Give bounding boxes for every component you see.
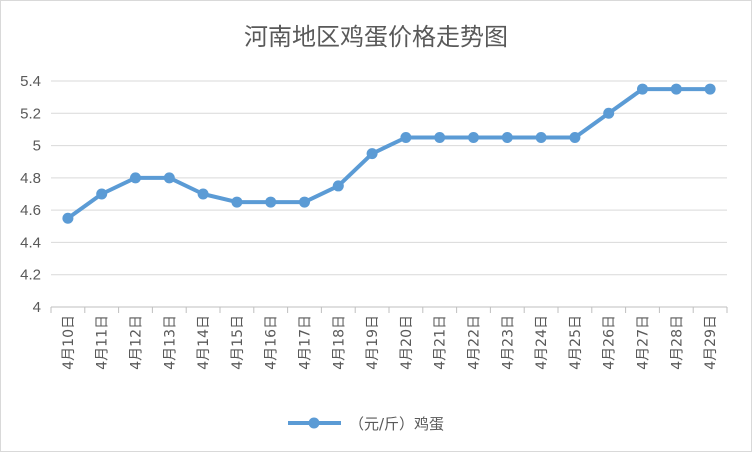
y-axis-ticks: 4 4.2 4.4 4.6 4.8 5 5.2 5.4 (20, 73, 41, 316)
series-layer (62, 83, 716, 224)
x-tick-label: 4月26日 (602, 315, 618, 370)
x-tick-label: 4月19日 (365, 315, 381, 370)
y-tick-label: 4 (33, 299, 41, 316)
x-tick-label: 4月20日 (399, 315, 415, 370)
data-point (265, 196, 277, 208)
x-tick-label: 4月12日 (129, 315, 145, 370)
legend-label: （元/斤）鸡蛋 (349, 415, 444, 433)
y-tick-label: 4.8 (20, 170, 41, 187)
x-tick-label: 4月28日 (669, 315, 685, 370)
y-tick-label: 4.2 (20, 267, 41, 284)
x-tick-label: 4月15日 (230, 315, 246, 370)
x-tick-label: 4月17日 (298, 315, 314, 370)
data-point (197, 188, 209, 200)
data-point (62, 212, 74, 224)
data-point (400, 132, 412, 143)
data-point (569, 132, 581, 143)
data-point (603, 107, 615, 119)
legend: （元/斤）鸡蛋 (288, 415, 444, 433)
x-tick-label: 4月24日 (534, 315, 550, 370)
x-tick-label: 4月11日 (95, 315, 111, 370)
x-tick-label: 4月21日 (433, 315, 449, 370)
x-tick-label: 4月14日 (196, 315, 212, 370)
y-tick-label: 4.4 (20, 234, 41, 251)
data-point (366, 148, 378, 160)
y-tick-label: 5.4 (20, 73, 41, 90)
x-tick-label: 4月23日 (500, 315, 516, 370)
x-tick-label: 4月22日 (467, 315, 483, 370)
data-point (468, 132, 479, 143)
data-point (637, 83, 648, 95)
x-tick-label: 4月29日 (703, 315, 719, 370)
chart-title: 河南地区鸡蛋价格走势图 (244, 23, 508, 51)
x-axis-ticks: 4月10日 4月11日 4月12日 4月13日 4月14日 4月15日 4月16日 4月17日… (50, 307, 728, 370)
y-tick-label: 5 (33, 138, 41, 155)
series-line (65, 87, 713, 221)
data-point (130, 172, 141, 184)
data-point (299, 196, 310, 208)
x-tick-label: 4月16日 (264, 315, 280, 370)
data-point (96, 188, 108, 200)
data-point (434, 132, 446, 143)
data-point (163, 172, 175, 184)
y-tick-label: 5.2 (20, 105, 41, 122)
data-point (332, 180, 344, 192)
y-tick-label: 4.6 (20, 202, 41, 219)
x-tick-label: 4月10日 (61, 315, 77, 370)
x-tick-label: 4月25日 (568, 315, 584, 370)
data-point (501, 132, 513, 143)
legend-marker (308, 417, 320, 429)
data-point (231, 196, 243, 208)
x-tick-label: 4月13日 (162, 315, 178, 370)
x-tick-label: 4月27日 (636, 315, 652, 370)
data-point (704, 83, 716, 95)
x-tick-label: 4月18日 (331, 315, 347, 370)
gridlines (51, 80, 727, 308)
data-point (670, 83, 682, 95)
data-point (535, 132, 547, 143)
